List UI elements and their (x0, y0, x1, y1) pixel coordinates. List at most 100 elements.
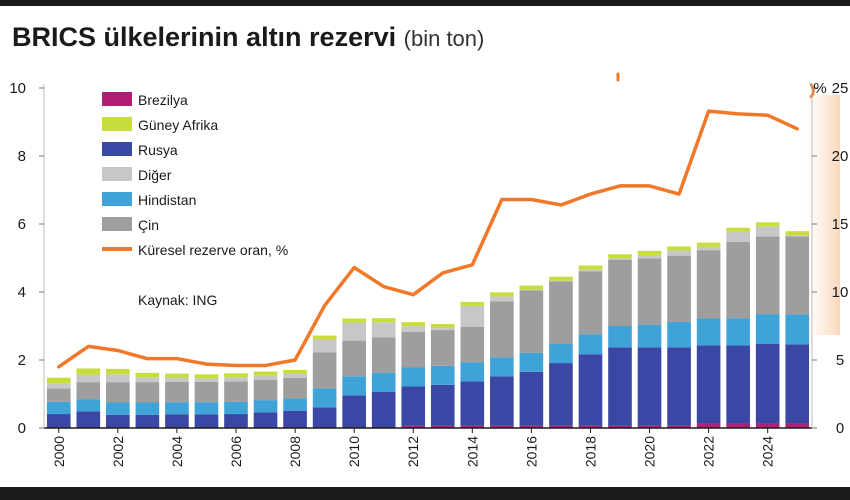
y-left-tick-0: 0 (18, 420, 26, 437)
bar-segment-Brezilya-2012 (401, 425, 426, 428)
bar-segment-Hindistan-2023 (726, 318, 750, 346)
bar-segment-Güney Afrika-2012 (401, 322, 426, 327)
bar-segment-Çin-2006 (224, 381, 248, 402)
top-rule (0, 0, 850, 6)
x-tick-2016: 2016 (523, 436, 539, 467)
legend: Brezilya Güney Afrika Rusya Diğer Hindistan Ç… (102, 92, 288, 308)
bar-segment-Çin-2020 (637, 258, 662, 325)
bar-segment-Güney Afrika-2002 (106, 368, 130, 375)
bar-segment-Güney Afrika-2015 (490, 292, 514, 297)
chart-title-main: BRICS ülkelerinin altın rezervi (12, 22, 397, 52)
bar-segment-Güney Afrika-2004 (165, 373, 189, 378)
bar-segment-Güney Afrika-2017 (549, 276, 573, 281)
bar-segment-Çin-2004 (165, 381, 189, 403)
bar-segment-Rusya-2001 (76, 411, 101, 428)
bar-segment-Hindistan-2012 (401, 367, 426, 387)
bar-segment-Diğer-2013 (430, 328, 455, 331)
bottom-rule (0, 487, 850, 500)
bar-segment-Çin-2013 (430, 330, 455, 366)
bar-segment-Hindistan-2024 (755, 314, 780, 345)
legend-label-Küresel rezerve oran, %: Küresel rezerve oran, % (138, 242, 288, 258)
bar-segment-Diğer-2009 (312, 339, 337, 353)
bar-segment-Diğer-2002 (106, 374, 130, 383)
bar-segment-Rusya-2018 (578, 354, 603, 426)
y-right-tick-25: 25 (832, 80, 849, 97)
bar-segment-Çin-2017 (549, 281, 573, 345)
y-left-tick-10: 10 (9, 80, 26, 97)
bar-segment-Diğer-2007 (253, 375, 278, 380)
bar-segment-Rusya-2000 (46, 414, 71, 428)
bar-segment-Rusya-2022 (696, 345, 721, 424)
bar-segment-Diğer-2011 (371, 322, 396, 338)
x-tick-2012: 2012 (405, 436, 421, 467)
bar-segment-Brezilya-2019 (608, 425, 632, 428)
bar-segment-Güney Afrika-2024 (755, 222, 780, 227)
bar-segment-Hindistan-2021 (667, 321, 691, 348)
bar-segment-Rusya-2014 (460, 381, 485, 426)
bar-segment-Çin-2023 (726, 242, 750, 319)
bar-segment-Rusya-2025 (785, 344, 810, 424)
y-right-tick-10: 10 (832, 284, 849, 301)
bar-segment-Rusya-2010 (342, 395, 366, 428)
bar-segment-Güney Afrika-2006 (224, 373, 248, 378)
bar-segment-Rusya-2005 (194, 414, 219, 428)
y-right-tick-0: 0 (836, 420, 844, 437)
bar-segment-Hindistan-2003 (135, 402, 160, 415)
bar-segment-Hindistan-2007 (253, 400, 278, 413)
line-global-reserve-share (57, 109, 799, 369)
x-tick-2024: 2024 (760, 436, 776, 467)
bar-segment-Çin-2007 (253, 379, 278, 401)
bar-segment-Güney Afrika-2018 (578, 265, 603, 270)
bar-segment-Brezilya-2021 (667, 425, 691, 428)
bar-segment-Çin-2005 (194, 381, 219, 403)
x-tick-2004: 2004 (169, 436, 185, 467)
bar-segment-Güney Afrika-2010 (342, 318, 366, 323)
bar-segment-Rusya-2011 (371, 391, 396, 428)
bar-segment-Hindistan-2002 (106, 402, 130, 415)
bar-segment-Diğer-2006 (224, 377, 248, 382)
bar-segment-Çin-2021 (667, 255, 691, 322)
bar-segment-Hindistan-2008 (283, 398, 307, 411)
bar-segment-Güney Afrika-2014 (460, 301, 485, 306)
bar-segment-Güney Afrika-2005 (194, 374, 219, 379)
legend-swatch-Çin (102, 217, 132, 231)
bar-segment-Çin-2002 (106, 382, 130, 403)
bar-segment-Çin-2014 (460, 326, 485, 363)
x-tick-2018: 2018 (582, 436, 598, 467)
legend-label-Brezilya: Brezilya (138, 92, 188, 108)
bar-segment-Hindistan-2009 (312, 388, 337, 408)
bar-segment-Diğer-2020 (637, 254, 662, 259)
bar-segment-Hindistan-2017 (549, 344, 573, 364)
bar-segment-Brezilya-2018 (578, 425, 603, 428)
bar-segment-Rusya-2017 (549, 363, 573, 426)
axes: 0 2 4 6 8 10 0 5 10 15 20 25% 2000 2002 2004 2006 2008 20… (9, 80, 848, 467)
bar-segment-Diğer-2014 (460, 305, 485, 327)
bar-segment-Diğer-2004 (165, 377, 189, 382)
bar-segment-Diğer-2000 (46, 383, 71, 389)
plot-area (46, 72, 815, 428)
bar-segment-Brezilya-2025 (785, 423, 810, 428)
bar-segment-Hindistan-2020 (637, 324, 662, 348)
bar-segment-Hindistan-2019 (608, 326, 632, 348)
bar-segment-Rusya-2003 (135, 414, 160, 428)
bar-segment-Çin-2018 (578, 271, 603, 335)
bar-segment-Hindistan-2011 (371, 372, 396, 392)
x-tick-2002: 2002 (110, 436, 126, 467)
bar-segment-Güney Afrika-2003 (135, 372, 160, 378)
bar-segment-Güney Afrika-2009 (312, 335, 337, 340)
bar-segment-Çin-2012 (401, 331, 426, 368)
bar-segment-Diğer-2010 (342, 322, 366, 341)
bar-segment-Hindistan-2004 (165, 402, 189, 415)
bar-segment-Brezilya-2024 (755, 423, 780, 428)
bar-segment-Çin-2010 (342, 340, 366, 377)
x-tick-2014: 2014 (464, 436, 480, 467)
bar-segment-Güney Afrika-2022 (696, 242, 721, 247)
bar-segment-Diğer-2018 (578, 269, 603, 272)
bar-segment-Çin-2016 (519, 290, 544, 353)
bar-segment-Diğer-2012 (401, 326, 426, 332)
legend-swatch-Diğer (102, 167, 132, 181)
bar-segment-Hindistan-2025 (785, 314, 810, 345)
bar-segment-Hindistan-2013 (430, 365, 455, 385)
bar-segment-Rusya-2013 (430, 384, 455, 426)
bar-segment-Çin-2003 (135, 382, 160, 403)
